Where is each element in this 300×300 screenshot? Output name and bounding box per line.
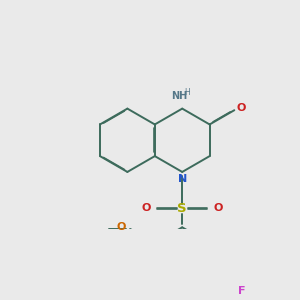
Text: O: O — [237, 103, 246, 113]
Text: F: F — [238, 286, 245, 296]
Text: O: O — [213, 203, 223, 213]
Text: O: O — [142, 203, 151, 213]
Text: NH: NH — [171, 91, 188, 101]
Text: H: H — [184, 88, 190, 97]
Text: S: S — [177, 202, 187, 215]
Text: N: N — [178, 174, 187, 184]
Text: O: O — [116, 222, 126, 232]
